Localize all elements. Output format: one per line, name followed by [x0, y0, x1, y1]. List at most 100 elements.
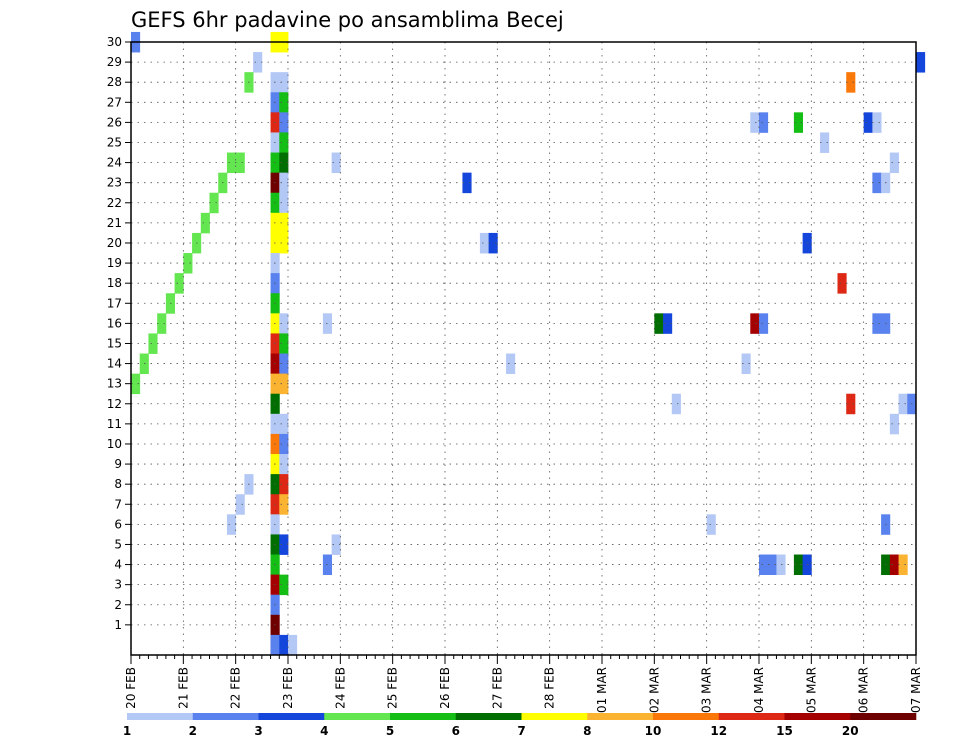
y-tick-label: 9 [114, 457, 122, 471]
heatmap-cell [209, 192, 219, 214]
colorbar-swatch [324, 713, 391, 720]
heatmap-cell [898, 554, 908, 576]
heatmap-cell [872, 172, 882, 194]
y-tick-label: 24 [107, 156, 122, 170]
y-tick-label: 13 [107, 377, 122, 391]
grid-lines [131, 41, 916, 655]
colorbar-swatch [455, 713, 522, 720]
x-tick-label: 28 FEB [543, 667, 557, 709]
heatmap-cell [462, 172, 472, 194]
x-tick-label: 23 FEB [281, 667, 295, 709]
x-tick-label: 04 MAR [752, 667, 766, 713]
heatmap-cell [759, 112, 769, 133]
y-tick-label: 18 [107, 276, 122, 290]
heatmap-cell [279, 72, 289, 93]
heatmap-cell [663, 313, 673, 334]
heatmap-cell [750, 313, 760, 334]
y-tick-label: 28 [107, 75, 122, 89]
colorbar-swatch [192, 713, 259, 720]
heatmap-cell [820, 132, 830, 153]
heatmap-cell [279, 232, 289, 254]
colorbar-label: 1 [123, 724, 131, 738]
heatmap-cell [331, 152, 341, 174]
x-tick-label: 06 MAR [857, 667, 871, 713]
heatmap-cell [279, 413, 289, 435]
heatmap-cell [889, 554, 899, 576]
heatmap-cell [889, 152, 899, 174]
colorbar-label: 12 [710, 724, 727, 738]
heatmap-cell [253, 52, 263, 73]
heatmap-cell [174, 273, 184, 294]
y-tick-label: 19 [107, 256, 122, 270]
heatmap-cell [479, 232, 490, 254]
heatmap-cell [226, 152, 237, 174]
x-tick-label: 05 MAR [804, 667, 818, 713]
heatmap-cell [506, 353, 516, 375]
colorbar-label: 5 [386, 724, 394, 738]
x-tick-label: 22 FEB [229, 667, 243, 709]
heatmap-cell [863, 112, 873, 133]
heatmap-cell [671, 393, 681, 415]
heatmap-cell [183, 253, 193, 274]
heatmap-cell [279, 212, 289, 234]
y-axis: 1234567891011121314151617181920212223242… [107, 35, 131, 632]
colorbar-swatch [718, 713, 785, 720]
y-tick-label: 26 [107, 115, 122, 129]
y-tick-label: 23 [107, 176, 122, 190]
heatmap-cell [279, 112, 289, 133]
x-tick-label: 27 FEB [490, 667, 504, 709]
x-tick-label: 21 FEB [176, 667, 190, 709]
heatmap-cell [279, 634, 289, 656]
heatmap-cell [148, 333, 158, 354]
y-tick-label: 3 [114, 578, 122, 592]
heatmap-cell [846, 393, 856, 415]
y-tick-label: 8 [114, 477, 122, 491]
heatmap-cell [793, 112, 804, 133]
y-tick-label: 20 [107, 236, 122, 250]
colorbar-swatch [850, 713, 917, 720]
x-tick-label: 26 FEB [438, 667, 452, 709]
x-tick-label: 07 MAR [909, 667, 923, 713]
colorbar-swatch [653, 713, 720, 720]
y-tick-label: 12 [107, 397, 122, 411]
heatmap-cell [279, 373, 289, 395]
colorbar-label: 6 [452, 724, 460, 738]
heatmap-cell [872, 313, 882, 334]
x-tick-label: 20 FEB [124, 667, 138, 709]
heatmap-cell [226, 514, 237, 535]
colorbar-label: 4 [320, 724, 328, 738]
y-tick-label: 11 [107, 417, 122, 431]
y-tick-label: 27 [107, 95, 122, 109]
heatmap-cell [279, 494, 289, 515]
y-tick-label: 22 [107, 196, 122, 210]
colorbar-label: 20 [842, 724, 859, 738]
colorbar-label: 15 [776, 724, 793, 738]
heatmap-cell [750, 112, 760, 133]
heatmap-cell [270, 634, 280, 656]
heatmap-cell [846, 72, 856, 93]
heatmap-cell [157, 313, 167, 334]
heatmap-cell [279, 313, 289, 334]
heatmap-cell [706, 514, 716, 535]
heatmap-cell [279, 534, 289, 555]
heatmap-cell [741, 353, 751, 375]
heatmap-cell [279, 333, 289, 354]
y-tick-label: 7 [114, 497, 122, 511]
y-tick-label: 21 [107, 216, 122, 230]
heatmap-cell [279, 353, 289, 375]
colorbar-swatch [258, 713, 325, 720]
heatmap-cell [131, 373, 141, 395]
x-tick-label: 02 MAR [647, 667, 661, 713]
heatmap-cell [331, 534, 341, 555]
y-tick-label: 25 [107, 135, 122, 149]
y-tick-label: 16 [107, 316, 122, 330]
colorbar: 1 2 3 4 5 6 7 8 10 12 15 20 [123, 713, 917, 738]
colorbar-swatch [587, 713, 654, 720]
heatmap-cell [488, 232, 498, 254]
heatmap-cell [767, 554, 777, 576]
colorbar-swatch [390, 713, 457, 720]
heatmap-cell [793, 554, 804, 576]
y-tick-label: 2 [114, 598, 122, 612]
y-tick-label: 4 [114, 558, 122, 572]
